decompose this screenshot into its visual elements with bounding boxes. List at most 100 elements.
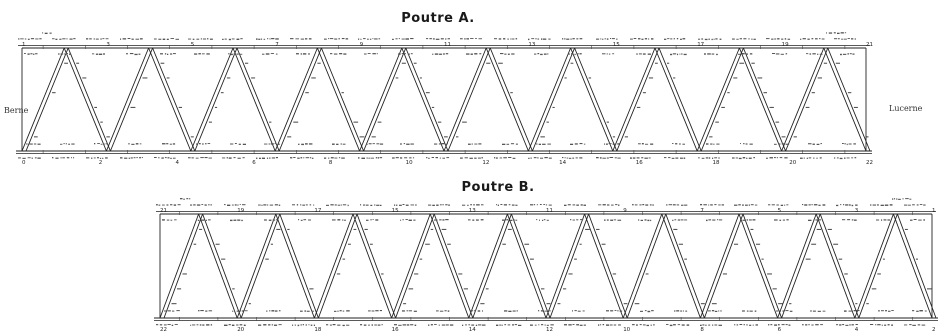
bottom-chord-annotation bbox=[392, 157, 415, 159]
bottom-chord-annotation bbox=[460, 157, 483, 159]
member-annotation bbox=[722, 273, 727, 275]
member-annotation bbox=[94, 106, 97, 108]
top-chord-annotation bbox=[740, 219, 756, 221]
bottom-chord-annotation bbox=[570, 143, 586, 145]
top-chord-annotation bbox=[774, 219, 789, 221]
top-chord-annotation bbox=[360, 204, 382, 206]
bottom-node-label: 6 bbox=[252, 160, 256, 166]
bottom-node-label: 14 bbox=[469, 327, 476, 333]
top-chord-annotation bbox=[160, 53, 176, 55]
top-node-label: 17 bbox=[697, 42, 704, 48]
member-annotation bbox=[673, 77, 676, 79]
bottom-chord-annotation bbox=[300, 310, 314, 312]
bottom-chord-annotation bbox=[708, 310, 722, 312]
bottom-chord-annotation bbox=[154, 157, 176, 159]
bottom-chord-annotation bbox=[290, 157, 314, 159]
member-annotation bbox=[552, 106, 555, 108]
diagonal-member-edge bbox=[240, 213, 281, 319]
top-chord-annotation bbox=[330, 53, 347, 55]
member-annotation bbox=[564, 77, 567, 79]
member-annotation bbox=[309, 288, 314, 290]
member-annotation bbox=[570, 62, 574, 64]
top-chord-annotation bbox=[188, 38, 213, 40]
top-chord-annotation bbox=[604, 219, 622, 221]
top-chord-annotation bbox=[42, 32, 52, 34]
bottom-chord-annotation bbox=[368, 310, 382, 312]
member-annotation bbox=[371, 136, 376, 138]
diagonal-member bbox=[584, 213, 624, 319]
diagonal-member bbox=[781, 47, 825, 152]
bottom-node-label: 6 bbox=[778, 327, 782, 333]
bottom-chord-annotation bbox=[504, 310, 518, 312]
top-node-label: 15 bbox=[613, 42, 620, 48]
top-chord-annotation bbox=[18, 38, 42, 40]
bottom-chord-annotation bbox=[740, 143, 753, 145]
diagonal-member bbox=[21, 47, 65, 152]
member-annotation bbox=[585, 228, 590, 230]
member-annotation bbox=[684, 258, 687, 260]
diagonal-member bbox=[570, 47, 614, 152]
top-chord-annotation bbox=[842, 219, 857, 221]
diagonal-member-edge bbox=[236, 47, 280, 152]
bottom-chord-annotation bbox=[366, 143, 384, 145]
bottom-chord-annotation bbox=[766, 157, 788, 159]
bottom-chord-annotation bbox=[434, 143, 448, 145]
member-annotation bbox=[245, 62, 249, 64]
top-chord-annotation bbox=[24, 53, 38, 55]
top-chord-annotation bbox=[672, 219, 688, 221]
member-annotation bbox=[401, 62, 406, 64]
top-chord-annotation bbox=[570, 219, 584, 221]
diagonal-member-edge bbox=[531, 47, 576, 152]
bottom-chord-annotation bbox=[402, 310, 417, 312]
member-annotation bbox=[377, 121, 382, 123]
diagonal-member-edge bbox=[626, 213, 667, 319]
bottom-chord-annotation bbox=[664, 157, 686, 159]
diagonal-member bbox=[429, 213, 470, 319]
bottom-chord-annotation bbox=[462, 324, 486, 326]
member-annotation bbox=[781, 136, 786, 138]
bottom-chord-annotation bbox=[800, 157, 822, 159]
member-annotation bbox=[847, 92, 852, 94]
top-node-label: 5 bbox=[191, 42, 195, 48]
diagonal-member bbox=[654, 47, 698, 152]
member-annotation bbox=[789, 303, 792, 305]
bottom-chord-annotation bbox=[426, 157, 450, 159]
girder-a-title: Poutre A. bbox=[401, 11, 474, 26]
member-annotation bbox=[915, 258, 918, 260]
member-annotation bbox=[82, 77, 87, 79]
member-annotation bbox=[563, 288, 567, 290]
bottom-chord-annotation bbox=[188, 157, 212, 159]
top-chord-annotation bbox=[632, 204, 654, 206]
top-chord-annotation bbox=[86, 38, 109, 40]
diagonal-member-edge bbox=[588, 213, 628, 319]
top-chord-annotation bbox=[460, 38, 482, 40]
girder-a-truss: 1 3 5 7 9 11 13 15 17 19 210 2 4 6 8 10 12 14 16 18 20 22 bbox=[16, 32, 873, 166]
member-annotation bbox=[214, 106, 218, 108]
bottom-chord-annotation bbox=[742, 310, 757, 312]
member-annotation bbox=[444, 136, 448, 138]
bottom-chord-annotation bbox=[332, 143, 346, 145]
diagonal-member bbox=[485, 47, 529, 152]
member-annotation bbox=[775, 121, 780, 123]
member-annotation bbox=[793, 136, 797, 138]
bottom-node-label: 4 bbox=[855, 327, 859, 333]
member-annotation bbox=[853, 106, 858, 108]
member-annotation bbox=[100, 121, 103, 123]
member-annotation bbox=[220, 92, 224, 94]
top-node-label: 3 bbox=[855, 208, 859, 214]
diagonal-member-edge bbox=[163, 213, 204, 319]
top-chord-annotation bbox=[366, 219, 379, 221]
top-chord-annotation bbox=[630, 38, 654, 40]
place-label-left: Berne bbox=[4, 106, 29, 115]
bottom-chord-annotation bbox=[640, 310, 654, 313]
diagonal-member bbox=[352, 213, 393, 319]
diagonal-member bbox=[190, 47, 234, 152]
member-annotation bbox=[612, 136, 616, 138]
member-annotation bbox=[904, 228, 908, 230]
member-annotation bbox=[178, 106, 182, 108]
diagonal-member bbox=[527, 47, 572, 152]
top-chord-annotation bbox=[180, 198, 191, 200]
bottom-chord-annotation bbox=[606, 310, 623, 312]
member-annotation bbox=[305, 92, 309, 94]
diagonal-member-edge bbox=[574, 47, 618, 152]
